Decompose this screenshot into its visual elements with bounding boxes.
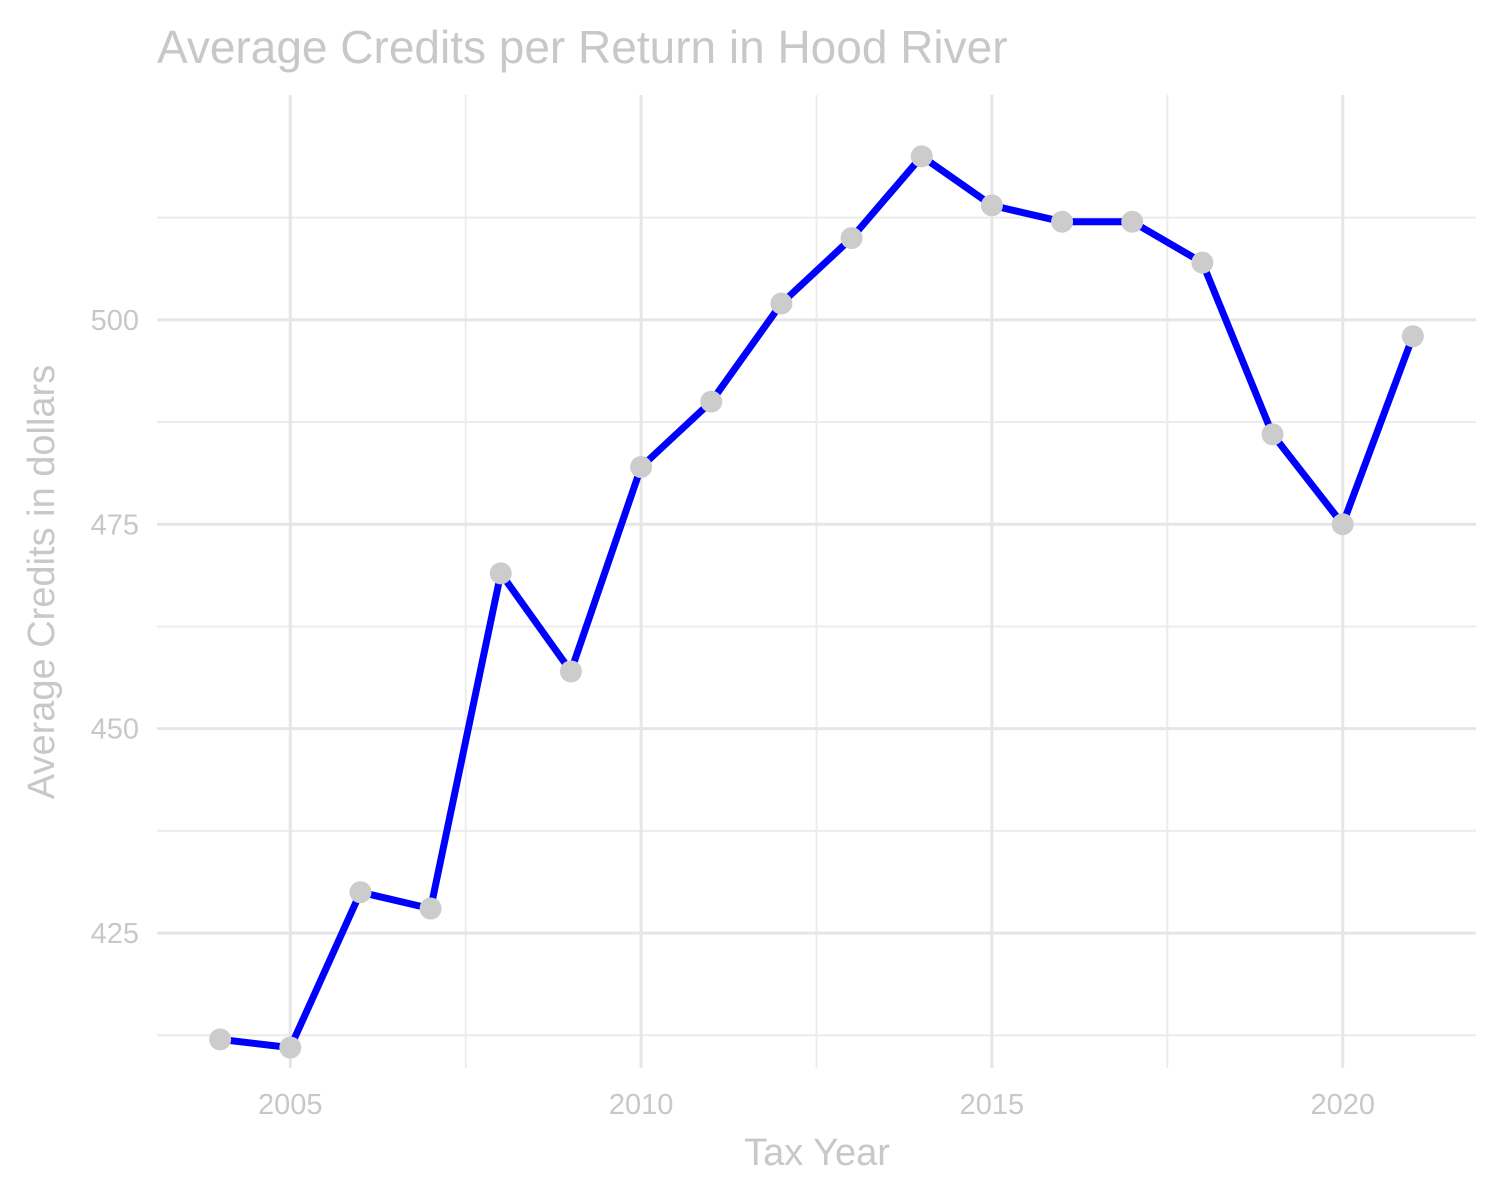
- x-tick-label: 2010: [609, 1089, 674, 1121]
- data-point: [349, 881, 372, 904]
- series-line: [216, 152, 1417, 1052]
- data-point: [1401, 325, 1424, 348]
- y-tick-label: 500: [91, 305, 139, 337]
- y-tick-label: 450: [91, 714, 139, 746]
- series-layer: [209, 145, 1424, 1059]
- data-point: [770, 292, 793, 315]
- data-point: [1331, 513, 1354, 536]
- data-point: [1191, 251, 1214, 274]
- chart-title: Average Credits per Return in Hood River: [157, 21, 1008, 73]
- data-point: [1261, 423, 1284, 446]
- data-point: [700, 390, 723, 413]
- x-tick-label: 2020: [1310, 1089, 1375, 1121]
- data-point: [209, 1028, 232, 1051]
- y-axis-label: Average Credits in dollars: [21, 365, 63, 799]
- data-point: [840, 227, 863, 250]
- y-tick-label: 475: [91, 509, 139, 541]
- grid: [157, 95, 1476, 1068]
- x-axis-label: Tax Year: [744, 1132, 890, 1174]
- tick-labels: 2005 2010 2015 2020 425 450 475 500: [91, 305, 1375, 1121]
- data-point: [910, 145, 933, 168]
- data-point: [489, 562, 512, 585]
- data-point: [1121, 210, 1144, 233]
- data-point: [279, 1036, 302, 1059]
- x-tick-label: 2015: [960, 1089, 1025, 1121]
- data-point: [1051, 210, 1074, 233]
- x-tick-label: 2005: [258, 1089, 323, 1121]
- data-point: [630, 456, 653, 479]
- y-tick-label: 425: [91, 918, 139, 950]
- data-point: [980, 194, 1003, 217]
- data-point: [559, 660, 582, 683]
- data-point: [419, 897, 442, 920]
